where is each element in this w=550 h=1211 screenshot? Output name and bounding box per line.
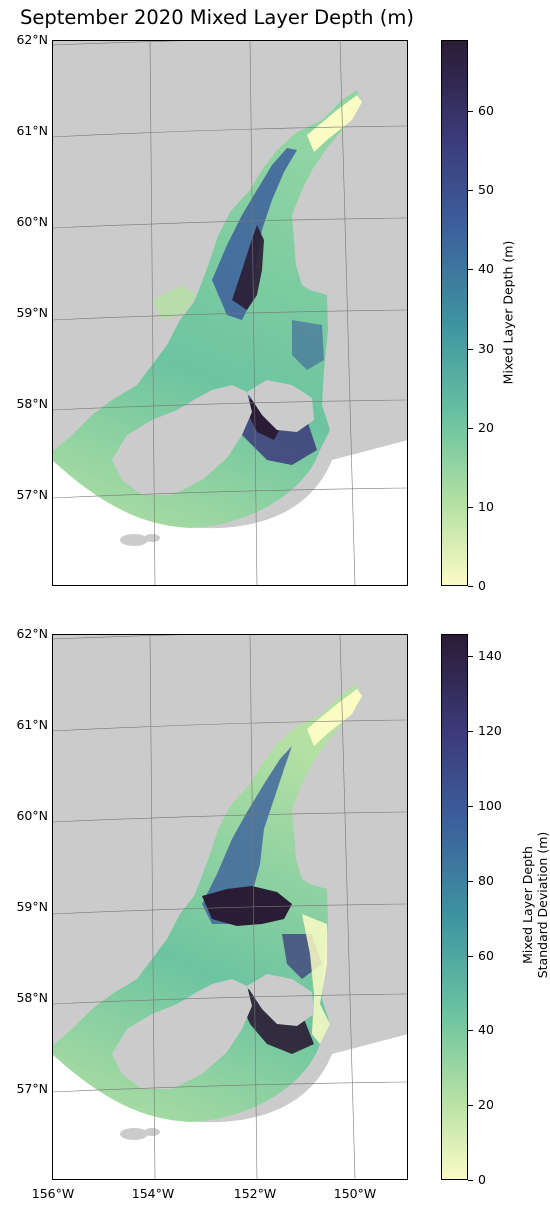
lat-label-61: 61°N [16,123,48,138]
colorbar-tick-label: 40 [478,1022,494,1038]
shallow-mld-west [152,285,197,320]
lat-label-60: 60°N [16,808,48,823]
shallow-mld-upper-inlet [307,95,362,152]
kodiak-island [112,979,252,1089]
colorbar-tick-label: 20 [478,1097,494,1113]
colorbar-tick-label: 80 [478,872,494,888]
lat-label-62: 62°N [16,626,48,641]
colorbar-mld-std [441,634,468,1180]
ocean-outside-domain [52,1034,408,1180]
lon-label-152w: 152°W [233,1186,277,1201]
lat-label-60: 60°N [16,214,48,229]
kodiak-island-east [247,974,314,1026]
colorbar-tick-label: 0 [478,1172,486,1187]
colorbar-tick [468,656,473,658]
map-panel-mld-std [52,634,408,1180]
high-std-core [202,886,292,926]
colorbar-tick [468,586,473,587]
colorbar-mld-std-label: Mixed Layer Depth Standard Deviation (m) [520,820,550,990]
colorbar-mld-label: Mixed Layer Depth (m) [500,240,516,385]
colorbar-tick [468,731,473,733]
colorbar-tick [468,190,473,192]
colorbar-tick-label: 120 [478,723,502,739]
map-mld-svg [52,40,408,586]
map-mld-std-svg [52,634,408,1180]
lon-label-150w: 150°W [333,1186,377,1201]
kodiak-island-east [247,380,314,432]
colorbar-mld-std-label-line2: Standard Deviation (m) [535,831,550,979]
kodiak-island [112,385,252,495]
colorbar-tick [468,1105,473,1107]
figure-title: September 2020 Mixed Layer Depth (m) [20,6,414,29]
deep-mld-core [232,225,264,310]
colorbar-tick-label: 10 [478,498,494,514]
colorbar-tick [468,1030,473,1032]
small-island [120,1128,148,1140]
map-panel-mld [52,40,408,586]
low-std-coast [302,914,330,1044]
small-island [144,1128,160,1136]
colorbar-tick [468,111,473,113]
lat-label-59: 59°N [16,305,48,320]
colorbar-tick-label: 60 [478,947,494,963]
colorbar-mld [441,40,468,586]
colorbar-tick [468,427,473,429]
lat-label-57: 57°N [16,1081,48,1096]
colorbar-mld-std-label-line1: Mixed Layer Depth [520,846,535,964]
lat-label-57: 57°N [16,487,48,502]
lat-label-58: 58°N [16,990,48,1005]
lat-label-62: 62°N [16,32,48,47]
colorbar-tick [468,880,473,882]
colorbar-tick [468,506,473,508]
lat-label-59: 59°N [16,899,48,914]
ocean-outside-domain [52,440,408,586]
small-island [120,534,148,546]
colorbar-tick [468,269,473,271]
graticule [52,40,408,586]
graticule [52,634,408,1180]
lat-label-61: 61°N [16,717,48,732]
colorbar-tick-label: 50 [478,182,494,198]
deep-mld-dark-patch [247,398,282,440]
lat-label-58: 58°N [16,396,48,411]
deep-mld-east [292,320,324,370]
colorbar-tick [468,1180,473,1181]
colorbar-tick [468,955,473,957]
low-std-upper-inlet [307,689,362,746]
colorbar-tick-label: 60 [478,103,494,119]
colorbar-tick-label: 0 [478,578,486,593]
colorbar-tick [468,348,473,350]
colorbar-tick-label: 40 [478,261,494,277]
colorbar-tick-label: 140 [478,648,502,664]
high-std-cook-inlet [202,746,292,924]
lon-label-154w: 154°W [131,1186,175,1201]
colorbar-tick-label: 20 [478,419,494,435]
small-island [144,534,160,542]
lon-label-156w: 156°W [31,1186,75,1201]
colorbar-tick-label: 30 [478,340,494,356]
colorbar-tick [468,806,473,808]
colorbar-tick-label: 100 [478,798,502,814]
